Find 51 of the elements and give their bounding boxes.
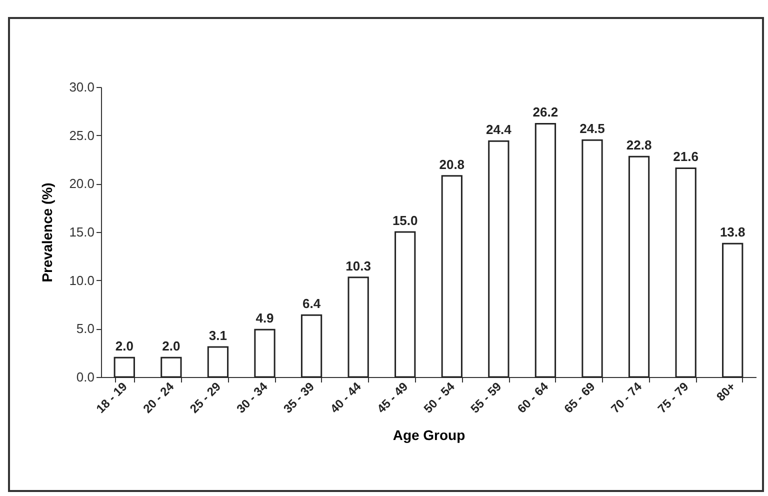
y-tick-label: 15.0 — [69, 224, 94, 240]
data-label: 3.1 — [208, 328, 228, 344]
data-label: 15.0 — [392, 213, 418, 228]
bar — [254, 328, 276, 378]
bar — [394, 231, 416, 378]
bar — [722, 242, 744, 378]
bar — [582, 139, 603, 378]
bar — [488, 140, 510, 378]
bar — [207, 346, 229, 378]
y-tick-label: 20.0 — [69, 176, 94, 192]
x-tick-label: 30 - 34 — [234, 379, 270, 416]
data-label: 2.0 — [162, 338, 180, 354]
x-tick-label: 55 - 59 — [468, 379, 504, 416]
y-tick-label: 10.0 — [69, 272, 94, 288]
bar — [114, 356, 135, 378]
x-tick-label: 60 - 64 — [514, 379, 552, 416]
bar — [160, 356, 182, 378]
data-label: 24.5 — [580, 121, 605, 136]
bar — [300, 314, 322, 378]
bar — [628, 156, 650, 378]
x-tick-label: 18 - 19 — [94, 379, 130, 416]
x-tick-label: 80+ — [714, 380, 738, 404]
y-tick-label: 25.0 — [69, 128, 94, 143]
data-label: 10.3 — [346, 258, 371, 274]
data-label: 26.2 — [532, 104, 558, 120]
y-tick-label: 30.0 — [69, 80, 94, 94]
x-tick-label: 20 - 24 — [140, 379, 177, 416]
data-label: 4.9 — [256, 310, 274, 326]
bar — [534, 122, 556, 378]
x-tick-label: 45 - 49 — [374, 379, 411, 416]
x-tick-label: 75 - 79 — [654, 379, 692, 416]
data-label: 2.0 — [115, 338, 134, 354]
x-tick-label: 50 - 54 — [421, 379, 458, 416]
data-label: 21.6 — [673, 149, 698, 164]
x-tick-label: 70 - 74 — [608, 379, 645, 416]
data-label: 6.4 — [302, 296, 322, 312]
x-tick-label: 40 - 44 — [327, 379, 364, 416]
data-label: 22.8 — [626, 138, 652, 153]
x-axis-title: Age Group — [392, 427, 466, 444]
x-tick-label: 35 - 39 — [280, 379, 318, 416]
bar — [348, 276, 369, 378]
y-tick-label: 0.0 — [76, 370, 94, 384]
bar — [675, 167, 696, 378]
y-axis-title: Prevalence (%) — [39, 182, 56, 282]
x-tick-label: 65 - 69 — [561, 379, 598, 416]
data-label: 24.4 — [486, 122, 512, 138]
x-tick-label: 25 - 29 — [187, 379, 224, 416]
bar — [441, 175, 462, 378]
y-tick-label: 5.0 — [76, 321, 94, 336]
data-label: 20.8 — [439, 156, 465, 172]
data-label: 13.8 — [720, 224, 746, 240]
